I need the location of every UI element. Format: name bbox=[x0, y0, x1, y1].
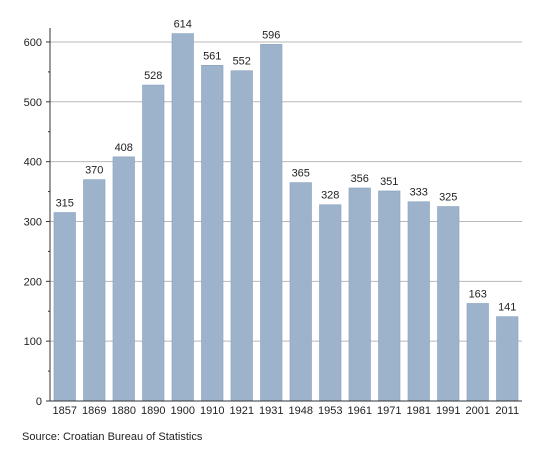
bar bbox=[289, 182, 312, 402]
data-label: 325 bbox=[439, 192, 457, 204]
data-label: 528 bbox=[144, 70, 162, 82]
x-tick-label: 2011 bbox=[495, 405, 519, 417]
bar bbox=[378, 190, 401, 402]
bar bbox=[171, 33, 194, 402]
x-tick-label: 1981 bbox=[407, 405, 431, 417]
bar bbox=[348, 187, 371, 402]
x-tick-label: 1991 bbox=[436, 405, 460, 417]
data-label: 614 bbox=[174, 19, 192, 31]
y-tick-label: 300 bbox=[24, 216, 42, 228]
data-label: 596 bbox=[262, 29, 280, 41]
x-tick-label: 1953 bbox=[318, 405, 342, 417]
data-label: 408 bbox=[115, 142, 133, 154]
data-label: 351 bbox=[380, 176, 398, 188]
x-tick-label: 1890 bbox=[141, 405, 165, 417]
bar bbox=[83, 179, 106, 402]
bar bbox=[407, 201, 430, 402]
x-tick-label: 1910 bbox=[200, 405, 224, 417]
x-tick-label: 1931 bbox=[259, 405, 283, 417]
bar bbox=[260, 44, 283, 402]
y-tick-label: 0 bbox=[36, 396, 42, 408]
bar bbox=[466, 303, 489, 402]
data-label: 365 bbox=[292, 168, 310, 180]
x-tick-label: 1857 bbox=[53, 405, 77, 417]
data-label: 163 bbox=[469, 288, 487, 300]
y-tick-label: 500 bbox=[24, 97, 42, 109]
x-tick-label: 1900 bbox=[171, 405, 195, 417]
data-label: 552 bbox=[233, 56, 251, 68]
x-tick-label: 1880 bbox=[112, 405, 136, 417]
data-label: 356 bbox=[351, 173, 369, 185]
bar bbox=[112, 156, 135, 402]
y-tick-label: 100 bbox=[24, 336, 42, 348]
y-tick-label: 200 bbox=[24, 276, 42, 288]
data-label: 328 bbox=[321, 190, 339, 202]
data-label: 333 bbox=[410, 187, 428, 199]
bar bbox=[201, 65, 224, 402]
source-note: Source: Croatian Bureau of Statistics bbox=[22, 431, 203, 443]
bar bbox=[53, 212, 76, 402]
bar bbox=[142, 84, 165, 402]
bar bbox=[437, 206, 460, 402]
x-tick-label: 1961 bbox=[348, 405, 372, 417]
bar bbox=[230, 70, 253, 402]
bar bbox=[496, 316, 519, 402]
x-tick-label: 1869 bbox=[82, 405, 106, 417]
x-tick-label: 1948 bbox=[289, 405, 313, 417]
y-tick-label: 600 bbox=[24, 37, 42, 49]
x-tick-label: 2001 bbox=[466, 405, 490, 417]
data-label: 561 bbox=[203, 50, 221, 62]
data-label: 315 bbox=[56, 198, 74, 210]
y-tick-label: 400 bbox=[24, 157, 42, 169]
data-label: 370 bbox=[85, 165, 103, 177]
x-tick-label: 1971 bbox=[377, 405, 401, 417]
x-tick-label: 1921 bbox=[230, 405, 254, 417]
data-label: 141 bbox=[498, 302, 516, 314]
bar bbox=[319, 204, 342, 402]
